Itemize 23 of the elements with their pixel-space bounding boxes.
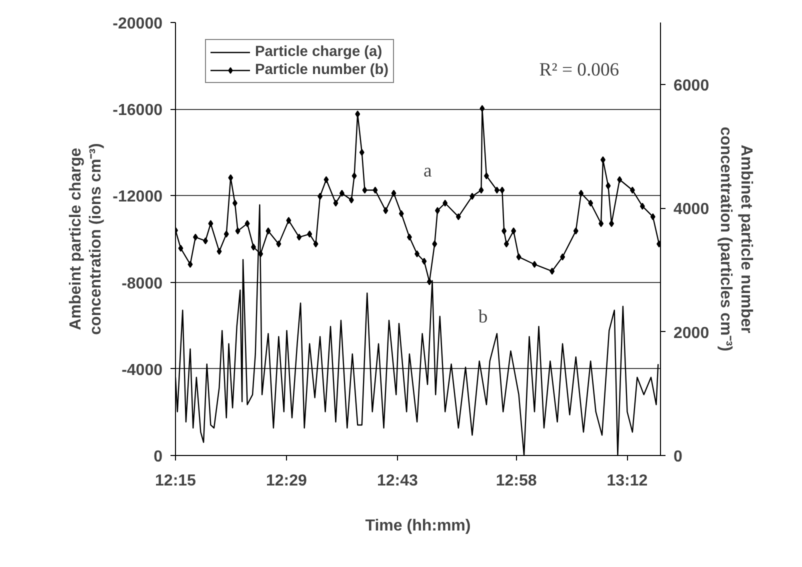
annotation: a xyxy=(424,160,433,182)
y-tick-label: -8000 xyxy=(122,275,163,292)
annotation: R² = 0.006 xyxy=(539,60,620,81)
y-tick-label: 0 xyxy=(154,448,163,466)
legend-label: Particle charge (a) xyxy=(255,44,382,60)
legend-label: Particle number (b) xyxy=(255,62,389,78)
x-tick-label: 12:15 xyxy=(155,472,196,490)
y2-tick-label: 0 xyxy=(674,448,682,466)
y-tick-label: -12000 xyxy=(112,188,163,206)
y2-tick-label: 6000 xyxy=(674,77,710,94)
x-tick-label: 12:29 xyxy=(266,472,307,490)
annotation: b xyxy=(478,306,488,328)
y2-axis-title: Ambinet particle number concentration (particles cm⁻³) xyxy=(717,126,754,352)
y-axis-title: Ambeint particle charge concentration (ions cm⁻³) xyxy=(67,143,105,335)
y-tick-label: -16000 xyxy=(112,102,163,120)
y2-tick-label: 2000 xyxy=(674,324,710,342)
x-axis-title: Time (hh:mm) xyxy=(365,518,471,534)
y-tick-label: -20000 xyxy=(112,16,163,32)
x-tick-label: 12:43 xyxy=(376,472,418,490)
y-tick-label: -4000 xyxy=(122,362,163,379)
y2-tick-label: 4000 xyxy=(674,201,710,218)
x-tick-label: 13:12 xyxy=(606,472,648,490)
x-tick-label: 12:58 xyxy=(496,472,537,490)
